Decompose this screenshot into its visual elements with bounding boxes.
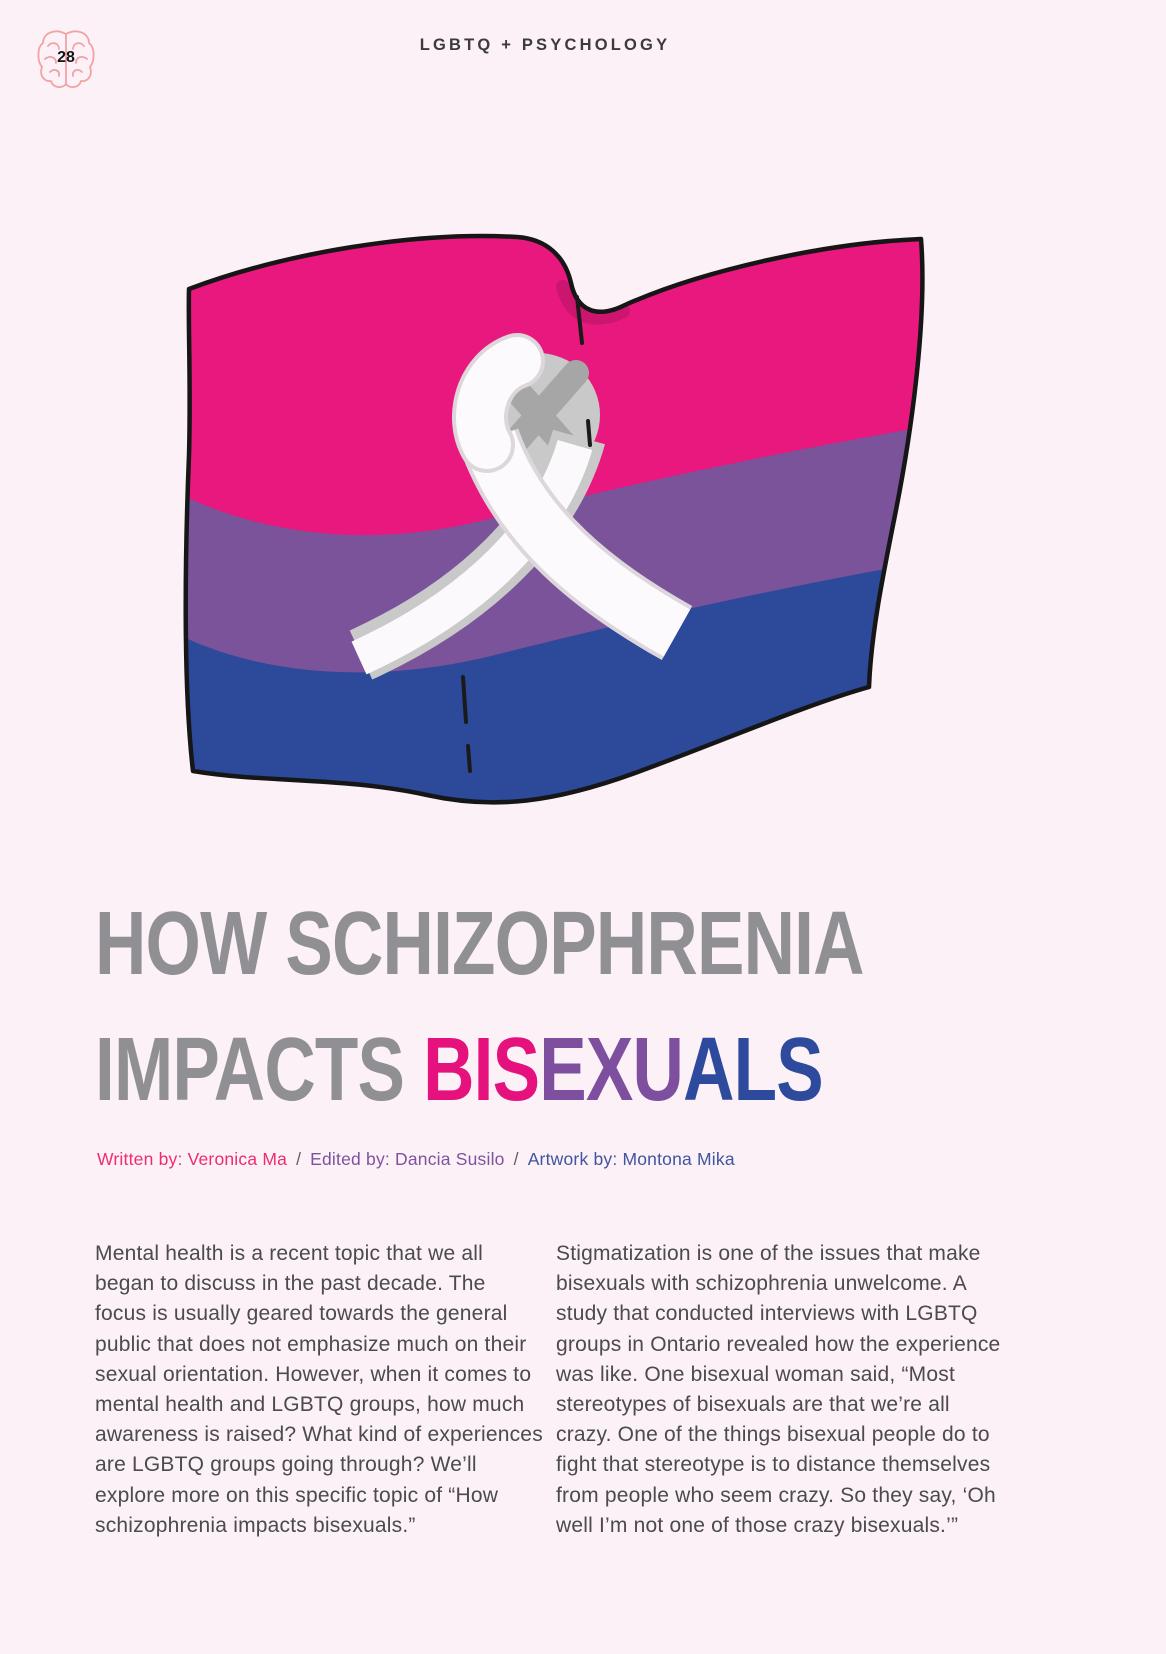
flag-ribbon-artwork [183,233,925,805]
title-als: ALS [683,1020,824,1120]
flag-stripe-blue [185,555,923,803]
title-line-1: HOW SCHIZOPHRENIA [95,894,864,994]
byline-written-by: Written by: Veronica Ma [97,1149,288,1169]
title-bis: BIS [423,1020,540,1120]
title-impacts: IMPACTS [95,1020,424,1120]
bisexual-flag-illustration [165,225,945,845]
title-line-2: IMPACTS BISEXUALS [95,1007,885,1133]
flag-outline [183,233,925,805]
brain-icon [37,30,95,88]
page-number: 28 [57,49,75,66]
article-column-left: Mental health is a recent topic that we … [95,1242,543,1537]
white-awareness-ribbon [349,333,693,680]
byline: Written by: Veronica Ma / Edited by: Dan… [97,1149,735,1170]
article-column-right: Stigmatization is one of the issues that… [556,1242,1001,1537]
byline-separator: / [513,1149,519,1169]
article-title: HOW SCHIZOPHRENIA IMPACTS BISEXUALS [95,881,1095,1133]
byline-artwork-by: Artwork by: Montona Mika [527,1149,735,1169]
byline-edited-by: Edited by: Dancia Susilo [310,1149,505,1169]
section-header: LGBTQ + PSYCHOLOGY [419,36,671,54]
sketch-dashes [461,295,592,773]
page-number-badge: 28 [36,26,96,92]
byline-separator: / [296,1149,302,1169]
title-exu: EXU [539,1020,684,1120]
